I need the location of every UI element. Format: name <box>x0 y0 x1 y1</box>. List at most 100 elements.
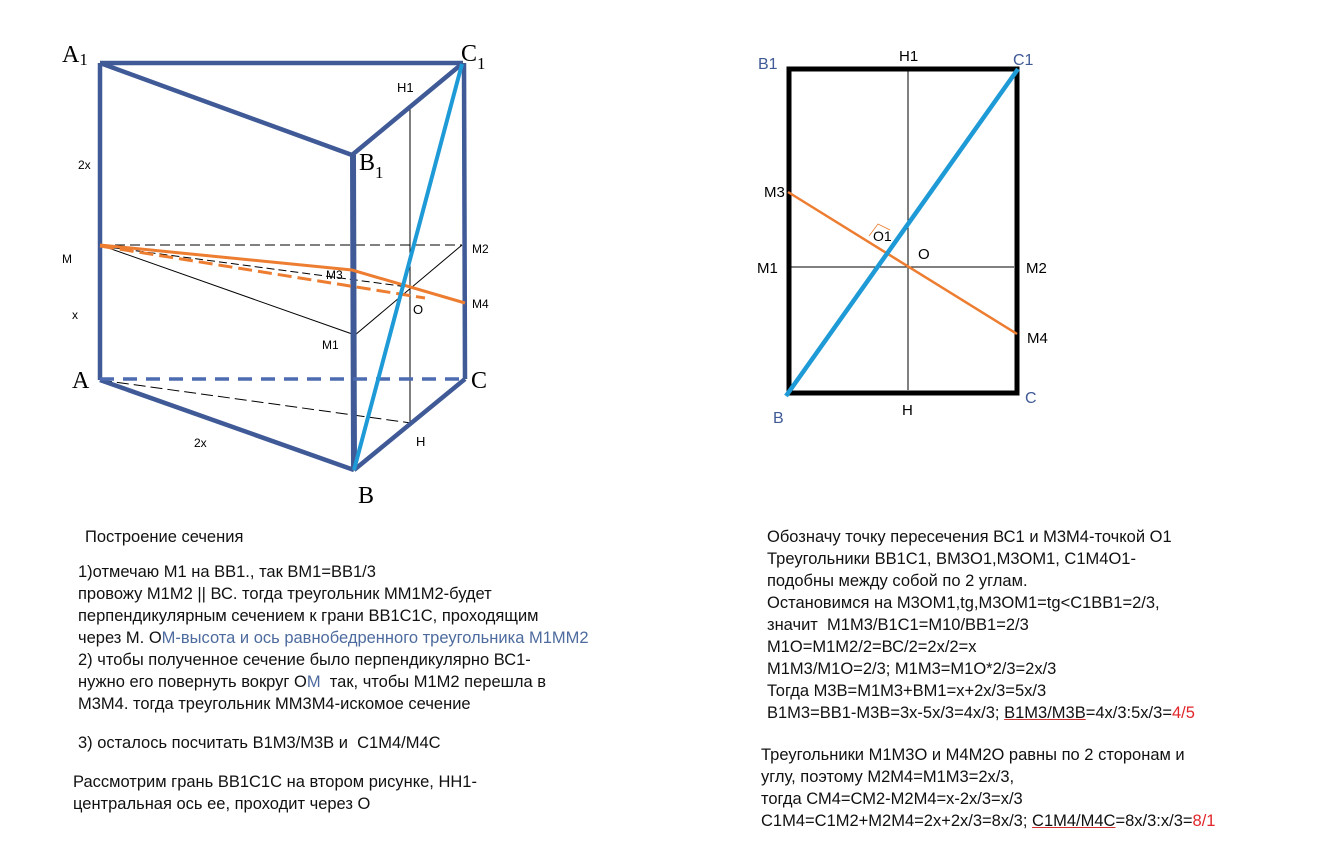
edge-A1-B1 <box>99 60 353 158</box>
text-line: Тогда М3В=М1М3+ВМ1=х+2х/3=5х/3 <box>767 681 1046 701</box>
label-M4: M4 <box>1027 330 1048 347</box>
line-M-M1 <box>99 244 356 336</box>
label-H: H <box>416 434 425 449</box>
label-C: C <box>1025 390 1037 407</box>
text-segment: М3М4. тогда треугольник ММ3М4-искомое се… <box>78 695 471 713</box>
text-segment: С1М4=С1М2+М2М4=2х+2х/3=8х/3; <box>761 812 1033 830</box>
section-M-M4-dashed <box>99 244 426 300</box>
text-line: углу, поэтому М2М4=М1М3=2х/3, <box>761 767 1014 787</box>
edge-C-C1 <box>461 62 468 380</box>
text-line: Рассмотрим грань ВВ1С1С на втором рисунк… <box>73 772 477 792</box>
underlined-ratio: В1М3/М3В <box>1004 704 1086 722</box>
section-M-M3-M4 <box>99 243 466 305</box>
label-M4: M4 <box>472 297 489 311</box>
text-segment: нужно его повернуть вокруг О <box>78 673 307 691</box>
edge-B-C <box>352 377 467 472</box>
text-segment: М <box>306 673 321 691</box>
label-B1: B1 <box>359 150 384 182</box>
prism-figure: A1 C1 B1 A C B H1 H M M1 M2 M3 M4 O 2x x… <box>62 41 489 509</box>
text-segment: М1О=М1М2/2=ВС/2=2х/2=х <box>767 638 977 656</box>
text-segment: перпендикулярным сечением к грани ВВ1С1С… <box>78 607 539 625</box>
edge-A-B <box>99 377 355 473</box>
text-line: через М. ОМ-высота и ось равнобедренного… <box>78 628 589 648</box>
label-M2: M2 <box>472 242 489 256</box>
label-O: O <box>413 302 423 317</box>
text-segment: Треугольники ВВ1С1, ВМ3О1,М3ОМ1, С1М4О1- <box>767 550 1136 568</box>
text-line: Построение сечения <box>85 527 243 547</box>
text-segment: 3) осталось посчитать В1М3/М3В и С1М4/М4… <box>78 734 441 752</box>
label-M: M <box>62 252 72 266</box>
text-line: М1М3/М1О=2/3; М1М3=М1О*2/3=2х/3 <box>767 659 1056 679</box>
text-segment: провожу М1М2 || ВС. тогда треугольник ММ… <box>78 585 492 603</box>
label-H1: H1 <box>397 80 414 95</box>
label-C: C <box>471 368 487 394</box>
diagonal-B-C1 <box>784 67 1020 398</box>
text-segment: 1)отмечаю М1 на ВВ1., так ВМ1=ВВ1/3 <box>78 563 376 581</box>
label-A1: A1 <box>62 42 88 69</box>
text-segment: углу, поэтому М2М4=М1М3=2х/3, <box>761 768 1015 786</box>
label-M2: M2 <box>1026 260 1047 277</box>
text-segment: Рассмотрим грань ВВ1С1С на втором рисунк… <box>73 773 477 791</box>
label-O: O <box>918 246 930 263</box>
text-segment: М-высота и ось равнобедренного треугольн… <box>161 629 589 647</box>
line-M3-M4 <box>787 190 1018 336</box>
answer-value: 8/1 <box>1192 812 1216 830</box>
text-line: 3) осталось посчитать В1М3/М3В и С1М4/М4… <box>78 733 441 753</box>
label-A: A <box>72 368 90 394</box>
label-M3: M3 <box>326 268 343 282</box>
text-line: провожу М1М2 || ВС. тогда треугольник ММ… <box>78 584 492 604</box>
text-line: тогда СМ4=СМ2-М2М4=х-2х/3=х/3 <box>761 789 1023 809</box>
text-segment: =4х/3:5х/3= <box>1085 704 1172 722</box>
text-line: значит М1М3/В1С1=М10/ВВ1=2/3 <box>767 615 1029 635</box>
text-line: Остановимся на М3ОМ1,tg,М3ОМ1=tg<C1BB1=2… <box>767 593 1160 613</box>
face-rectangle <box>786 66 1020 396</box>
text-segment: М1М3/М1О=2/3; М1М3=М1О*2/3=2х/3 <box>767 660 1057 678</box>
text-segment: значит М1М3/В1С1=М10/ВВ1=2/3 <box>767 616 1029 634</box>
line-M1-M2 <box>354 244 463 336</box>
text-segment: тогда СМ4=СМ2-М2М4=х-2х/3=х/3 <box>761 790 1023 808</box>
text-segment: В1М3=ВВ1-М3В=3х-5х/3=4х/3; <box>767 704 1005 722</box>
label-H: H <box>902 402 913 419</box>
text-segment: 2) чтобы полученное сечение было перпенд… <box>78 651 531 669</box>
face-figure: B1 C1 B C H1 H M1 M2 M3 M4 O O1 <box>757 48 1048 427</box>
edge-B-B1 <box>350 154 357 471</box>
line-A-H-dashed <box>99 379 412 424</box>
text-line: нужно его повернуть вокруг ОМ так, чтобы… <box>78 672 546 692</box>
length-lower: x <box>72 308 78 322</box>
diagonal-B-C1 <box>352 63 464 471</box>
prism-edges <box>97 60 468 473</box>
text-segment: Остановимся на М3ОМ1,tg,М3ОМ1=tg<C1BB1=2… <box>767 594 1160 612</box>
underlined-ratio: С1М4/М4С <box>1032 812 1116 830</box>
label-O1: O1 <box>873 228 892 244</box>
label-M3: M3 <box>764 184 785 201</box>
label-M1: M1 <box>757 260 778 277</box>
text-segment: через М. О <box>78 629 162 647</box>
text-segment: Тогда М3В=М1М3+ВМ1=х+2х/3=5х/3 <box>767 682 1047 700</box>
text-line: М3М4. тогда треугольник ММ3М4-искомое се… <box>78 694 471 714</box>
text-line: В1М3=ВВ1-М3В=3х-5х/3=4х/3; В1М3/М3В=4х/3… <box>767 703 1195 723</box>
label-H1: H1 <box>899 48 918 65</box>
text-segment: подобны между собой по 2 углам. <box>767 572 1028 590</box>
text-line: М1О=М1М2/2=ВС/2=2х/2=х <box>767 637 976 657</box>
text-line: центральная ось ее, проходит через О <box>73 794 370 814</box>
text-line: 1)отмечаю М1 на ВВ1., так ВМ1=ВВ1/3 <box>78 562 376 582</box>
text-line: подобны между собой по 2 углам. <box>767 571 1028 591</box>
text-line: Треугольники ВВ1С1, ВМ3О1,М3ОМ1, С1М4О1- <box>767 549 1136 569</box>
label-C1: C1 <box>461 41 486 73</box>
text-segment: центральная ось ее, проходит через О <box>73 795 371 813</box>
text-line: Треугольники М1М3О и М4М2О равны по 2 ст… <box>761 745 1185 765</box>
text-line: Обозначу точку пересечения ВС1 и М3М4-то… <box>767 527 1172 547</box>
label-B: B <box>773 410 784 427</box>
text-segment: Обозначу точку пересечения ВС1 и М3М4-то… <box>767 528 1172 546</box>
length-upper: 2x <box>78 158 91 172</box>
text-line: С1М4=С1М2+М2М4=2х+2х/3=8х/3; С1М4/М4С=8х… <box>761 811 1215 831</box>
label-B: B <box>358 483 374 509</box>
label-C1: C1 <box>1013 52 1034 69</box>
answer-value: 4/5 <box>1171 704 1195 722</box>
length-base: 2x <box>194 436 207 450</box>
label-M1: M1 <box>322 338 339 352</box>
text-segment: =8х/3:х/3= <box>1115 812 1193 830</box>
edge-B1-C1 <box>350 61 465 157</box>
text-segment: так, чтобы М1М2 перешла в <box>320 673 547 691</box>
